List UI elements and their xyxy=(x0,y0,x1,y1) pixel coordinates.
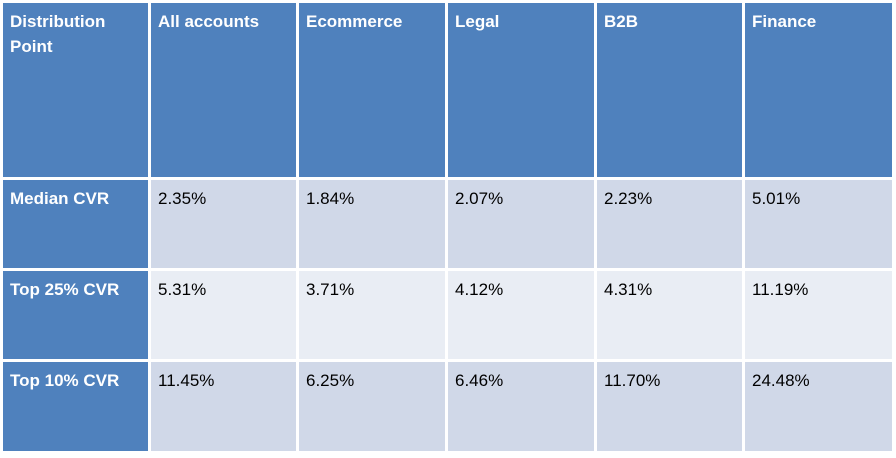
header-ecommerce: Ecommerce xyxy=(299,3,448,180)
cell-ecommerce: 6.25% xyxy=(299,362,448,451)
header-distribution-point: Distribution Point xyxy=(3,3,151,180)
row-label: Top 10% CVR xyxy=(3,362,151,451)
table-row-median: Median CVR 2.35% 1.84% 2.07% 2.23% 5.01% xyxy=(3,180,892,271)
header-row: Distribution Point All accounts Ecommerc… xyxy=(3,3,892,180)
cell-all-accounts: 5.31% xyxy=(151,271,299,362)
cell-finance: 5.01% xyxy=(745,180,892,271)
cell-legal: 6.46% xyxy=(448,362,597,451)
cell-legal: 4.12% xyxy=(448,271,597,362)
cell-all-accounts: 11.45% xyxy=(151,362,299,451)
cell-all-accounts: 2.35% xyxy=(151,180,299,271)
header-b2b: B2B xyxy=(597,3,745,180)
cell-b2b: 4.31% xyxy=(597,271,745,362)
cell-b2b: 11.70% xyxy=(597,362,745,451)
cell-ecommerce: 1.84% xyxy=(299,180,448,271)
cvr-distribution-table: Distribution Point All accounts Ecommerc… xyxy=(3,3,892,451)
cell-finance: 11.19% xyxy=(745,271,892,362)
table-row-top-10: Top 10% CVR 11.45% 6.25% 6.46% 11.70% 24… xyxy=(3,362,892,451)
cell-ecommerce: 3.71% xyxy=(299,271,448,362)
header-all-accounts: All accounts xyxy=(151,3,299,180)
row-label: Median CVR xyxy=(3,180,151,271)
cell-legal: 2.07% xyxy=(448,180,597,271)
cell-b2b: 2.23% xyxy=(597,180,745,271)
row-label: Top 25% CVR xyxy=(3,271,151,362)
header-legal: Legal xyxy=(448,3,597,180)
table-row-top-25: Top 25% CVR 5.31% 3.71% 4.12% 4.31% 11.1… xyxy=(3,271,892,362)
cell-finance: 24.48% xyxy=(745,362,892,451)
header-finance: Finance xyxy=(745,3,892,180)
